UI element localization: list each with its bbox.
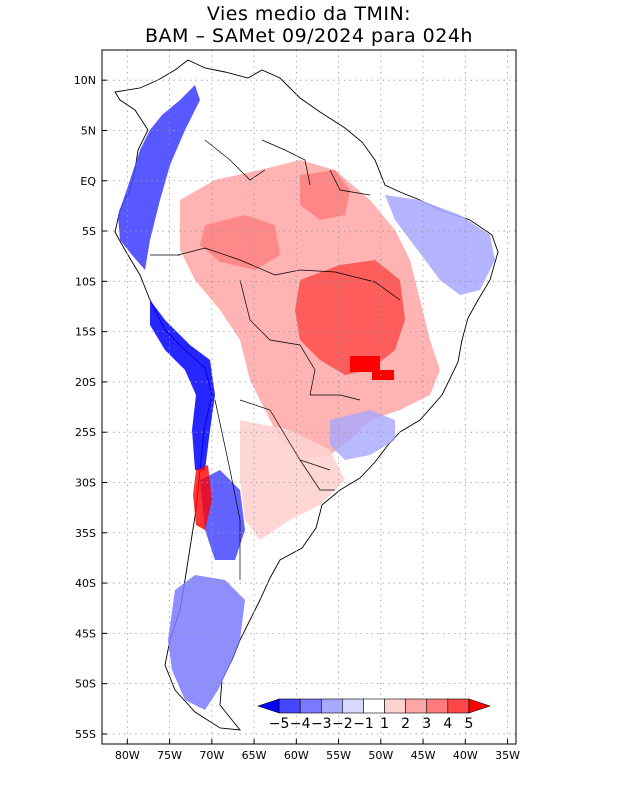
colorbar-label: −3: [311, 716, 332, 732]
map-content: [102, 50, 516, 744]
lon-label: 55W: [326, 749, 351, 762]
colorbar-segment: [384, 698, 406, 714]
colorbar-segment: [299, 698, 322, 714]
colorbar-segment: [342, 698, 364, 714]
positive-bias-core-north: [300, 170, 350, 220]
lat-label: 35S: [75, 527, 96, 540]
gridlines: [102, 50, 516, 744]
negative-bias-southern-andes: [200, 470, 245, 560]
strong-positive-bias-patch: [350, 356, 380, 372]
colorbar-segment: [363, 698, 385, 714]
negative-bias-south-brazil: [330, 410, 395, 460]
lat-label: 55S: [75, 728, 96, 741]
latitude-labels: 10N 5N EQ 5S 10S 15S 20S 25S 30S 35S 40S 45S 50S 55S: [74, 74, 107, 741]
negative-bias-patagonia: [168, 575, 245, 710]
lat-label: 45S: [75, 627, 96, 640]
lat-label: EQ: [80, 175, 96, 188]
lon-label: 65W: [242, 749, 267, 762]
positive-bias-chile-coast: [193, 465, 212, 530]
country-borders: [150, 139, 401, 580]
colorbar-label: −4: [290, 716, 311, 732]
title-line-1: Vies medio da TMIN:: [206, 3, 412, 25]
lat-label: 50S: [75, 678, 96, 691]
lon-label: 60W: [284, 749, 309, 762]
lat-label: 10S: [75, 275, 96, 288]
negative-bias-northeast-brazil: [385, 195, 495, 295]
lon-label: 80W: [115, 749, 140, 762]
colorbar-segment: [320, 698, 343, 714]
positive-bias-core-west-amazon: [200, 215, 280, 270]
lat-label: 15S: [75, 326, 96, 339]
lon-label: 75W: [157, 749, 182, 762]
strong-positive-bias-patch-2: [372, 370, 394, 380]
lon-label: 45W: [411, 749, 436, 762]
lat-label: 20S: [75, 376, 96, 389]
lat-label: 5S: [82, 225, 96, 238]
positive-bias-core-central-brazil: [295, 260, 405, 375]
lon-label: 35W: [495, 749, 520, 762]
colorbar-label: 3: [422, 716, 431, 732]
colorbar-label: −1: [353, 716, 374, 732]
lat-label: 5N: [81, 124, 96, 137]
longitude-labels: 80W 75W 70W 65W 60W 55W 50W 45W 40W 35W: [115, 739, 520, 762]
colorbar-segment: [447, 698, 470, 714]
lon-label: 50W: [368, 749, 393, 762]
colorbar-label: 1: [380, 716, 389, 732]
positive-bias-argentina: [240, 420, 345, 540]
lon-label: 40W: [453, 749, 478, 762]
colorbar-segment: [468, 698, 491, 714]
lat-label: 30S: [75, 476, 96, 489]
colorbar-label: −5: [269, 716, 290, 732]
title-line-2: BAM – SAMet 09/2024 para 024h: [145, 25, 473, 47]
lat-label: 40S: [75, 577, 96, 590]
colorbar-label: 4: [443, 716, 452, 732]
negative-bias-andes-central: [150, 300, 215, 470]
negative-bias-andes-north: [118, 85, 200, 270]
colorbar-segment: [278, 698, 301, 714]
colorbar-label: 5: [464, 716, 473, 732]
lon-label: 70W: [199, 749, 224, 762]
colorbar-label: 2: [401, 716, 410, 732]
map-frame: [101, 49, 517, 745]
colorbar-segment: [405, 698, 428, 714]
lat-label: 10N: [74, 74, 96, 87]
colorbar-segment: [257, 698, 280, 714]
colorbar: −5 −4 −3 −2 −1 1 2 3 4 5: [257, 698, 491, 732]
lat-label: 25S: [75, 426, 96, 439]
colorbar-label: −2: [332, 716, 353, 732]
colorbar-segment: [426, 698, 449, 714]
